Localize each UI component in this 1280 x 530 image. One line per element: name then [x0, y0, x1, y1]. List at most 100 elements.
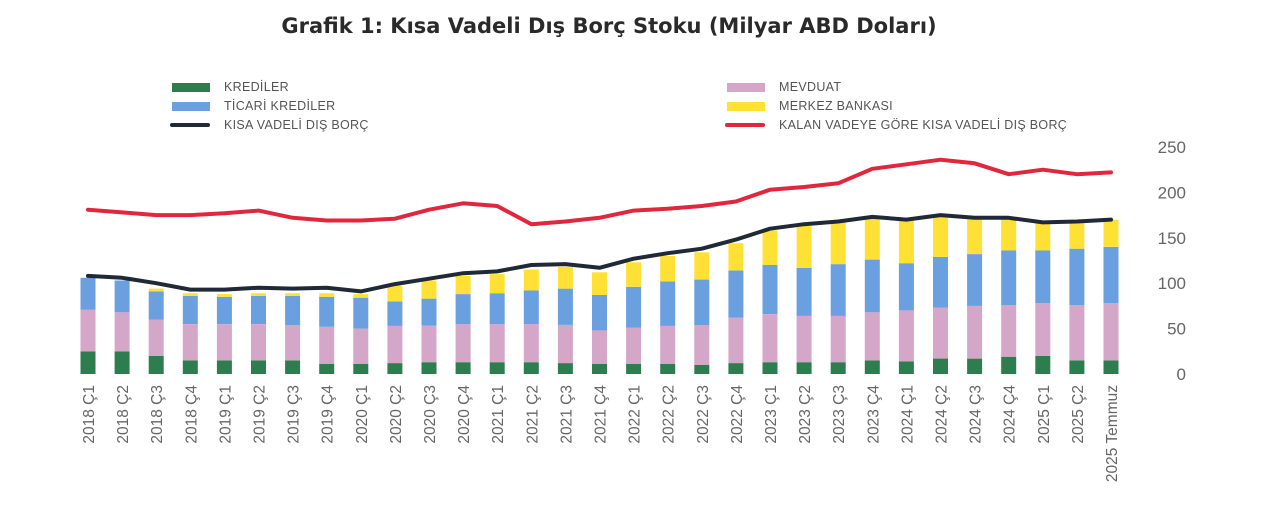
- bar-mevduat: [148, 319, 164, 356]
- bar-ticari-krediler: [933, 256, 948, 308]
- bar-mevduat: [557, 325, 573, 364]
- bar-merkez-bankasi: [864, 217, 880, 260]
- bar-mevduat: [80, 309, 96, 352]
- bar-krediler: [114, 351, 130, 374]
- x-tick-label: 2021 Ç2: [524, 385, 541, 444]
- bar-mevduat: [898, 310, 914, 362]
- x-tick-label: 2018 Ç1: [81, 385, 98, 444]
- bar-krediler: [660, 364, 676, 374]
- chart-title: Grafik 1: Kısa Vadeli Dış Borç Stoku (Mi…: [281, 14, 937, 38]
- x-tick-label: 2019 Ç2: [252, 385, 269, 444]
- bar-krediler: [967, 358, 983, 374]
- bar-mevduat: [216, 324, 232, 361]
- bar-merkez-bankasi: [523, 269, 539, 291]
- bar-ticari-krediler: [182, 295, 198, 324]
- bar-merkez-bankasi: [898, 220, 914, 264]
- line-kisa-vadeli-dis-borc: [86, 213, 1113, 294]
- x-tick-label: 2019 Ç1: [217, 385, 234, 444]
- bar-mevduat: [353, 328, 369, 364]
- bar-ticari-krediler: [148, 291, 164, 320]
- bar-ticari-krediler: [898, 263, 914, 311]
- legend-swatch-ticari-krediler: [172, 101, 210, 111]
- bar-mevduat: [1069, 305, 1085, 361]
- x-tick-label: 2024 Ç2: [934, 385, 951, 444]
- x-tick-label: 2024 Ç4: [1002, 385, 1019, 444]
- bar-mevduat: [285, 325, 301, 361]
- bar-ticari-krediler: [114, 280, 130, 313]
- legend-swatch-kisa-vadeli-dis-borc: [170, 123, 210, 127]
- x-tick-label: 2024 Ç1: [899, 385, 916, 444]
- bar-ticari-krediler: [660, 281, 676, 326]
- bar-krediler: [148, 355, 164, 374]
- bar-mevduat: [1001, 305, 1017, 357]
- bar-merkez-bankasi: [421, 280, 437, 299]
- bar-mevduat: [182, 324, 198, 361]
- bar-mevduat: [796, 315, 812, 363]
- bar-mevduat: [762, 314, 778, 363]
- bar-krediler: [1001, 356, 1017, 374]
- bar-ticari-krediler: [353, 297, 369, 329]
- bar-ticari-krediler: [319, 296, 335, 327]
- bar-krediler: [455, 362, 471, 374]
- x-tick-label: 2020 Ç4: [456, 385, 473, 444]
- bar-mevduat: [626, 327, 642, 364]
- bar-mevduat: [251, 324, 266, 361]
- bar-ticari-krediler: [1069, 248, 1085, 305]
- bar-krediler: [933, 358, 948, 374]
- bar-merkez-bankasi: [626, 262, 642, 287]
- bar-merkez-bankasi: [216, 294, 232, 297]
- y-tick-label: 50: [1167, 320, 1186, 339]
- x-tick-label: 2021 Ç1: [490, 385, 507, 444]
- bar-ticari-krediler: [421, 298, 437, 326]
- y-tick-label: 250: [1158, 138, 1186, 157]
- bar-krediler: [216, 360, 232, 374]
- x-tick-label: 2019 Ç4: [320, 385, 337, 444]
- x-tick-label: 2024 Ç3: [968, 385, 985, 444]
- bar-mevduat: [455, 324, 471, 363]
- bar-ticari-krediler: [80, 277, 96, 310]
- bar-ticari-krediler: [626, 286, 642, 328]
- x-tick-label: 2018 Ç2: [115, 385, 132, 444]
- bar-mevduat: [694, 325, 710, 365]
- bar-ticari-krediler: [1103, 246, 1119, 304]
- bar-ticari-krediler: [796, 267, 812, 316]
- legend-item-kalan-vadeye-gore: KALAN VADEYE GÖRE KISA VADELİ DIŞ BORÇ: [725, 118, 1067, 132]
- bar-ticari-krediler: [489, 293, 505, 325]
- bar-merkez-bankasi: [148, 288, 164, 292]
- bar-merkez-bankasi: [1069, 222, 1085, 249]
- bar-merkez-bankasi: [455, 275, 471, 295]
- bar-krediler: [557, 363, 573, 374]
- x-tick-label: 2020 Ç2: [388, 385, 405, 444]
- legend-swatch-krediler: [172, 82, 210, 92]
- legend-item-mevduat: MEVDUAT: [727, 80, 841, 94]
- bar-krediler: [421, 362, 437, 374]
- x-tick-label: 2025 Ç2: [1070, 385, 1087, 444]
- x-tick-label: 2022 Ç3: [695, 385, 712, 444]
- bar-merkez-bankasi: [1103, 219, 1119, 247]
- x-tick-label: 2018 Ç3: [149, 385, 166, 444]
- bar-krediler: [694, 364, 710, 374]
- x-tick-label: 2025 Ç1: [1036, 385, 1053, 444]
- bar-krediler: [489, 362, 505, 374]
- bar-ticari-krediler: [455, 294, 471, 325]
- bar-krediler: [80, 351, 96, 374]
- bar-krediler: [898, 361, 914, 374]
- bar-krediler: [864, 360, 880, 374]
- x-tick-label: 2019 Ç3: [286, 385, 303, 444]
- bar-ticari-krediler: [557, 288, 573, 325]
- bar-merkez-bankasi: [728, 243, 744, 271]
- bar-ticari-krediler: [285, 295, 301, 325]
- legend-swatch-mevduat: [727, 82, 765, 92]
- legend-item-ticari-krediler: TİCARİ KREDİLER: [172, 99, 335, 113]
- bar-mevduat: [387, 325, 403, 364]
- bar-ticari-krediler: [216, 296, 232, 324]
- x-tick-label: 2022 Ç2: [661, 385, 678, 444]
- bar-merkez-bankasi: [967, 217, 983, 255]
- bar-merkez-bankasi: [796, 226, 812, 268]
- bar-krediler: [523, 362, 539, 374]
- bar-mevduat: [830, 315, 846, 363]
- bar-merkez-bankasi: [660, 256, 676, 282]
- bar-ticari-krediler: [728, 270, 744, 318]
- bar-merkez-bankasi: [830, 222, 846, 265]
